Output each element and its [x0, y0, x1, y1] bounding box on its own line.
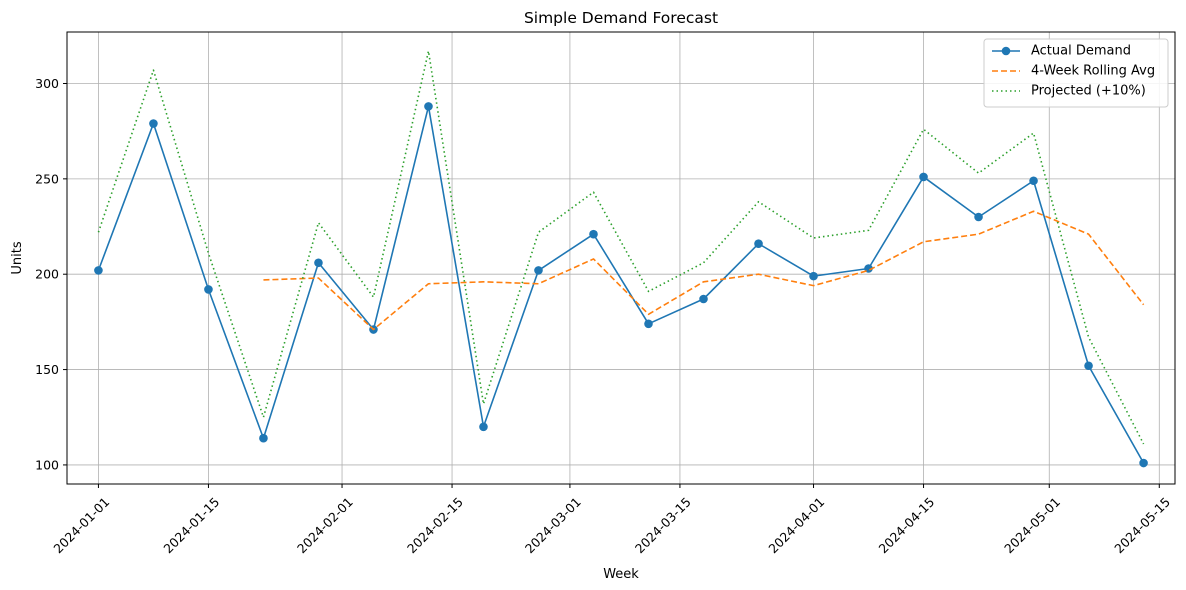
y-tick-label: 200	[35, 267, 59, 282]
grid-lines	[67, 32, 1175, 484]
x-tick-label: 2024-05-01	[1001, 494, 1063, 556]
data-point	[424, 102, 433, 111]
data-point	[259, 433, 268, 443]
plot-frame	[66, 31, 1176, 485]
data-point	[974, 212, 983, 222]
data-point	[809, 271, 818, 281]
data-point	[479, 422, 488, 432]
data-point	[94, 266, 103, 275]
y-tick-label: 250	[35, 171, 59, 186]
data-point	[314, 258, 323, 268]
x-tick-label: 2024-04-15	[875, 494, 937, 556]
series-layer	[94, 50, 1148, 468]
legend-box	[983, 38, 1169, 108]
x-tick-label: 2024-02-15	[404, 494, 466, 556]
y-tick-label: 100	[35, 457, 59, 472]
data-point	[1139, 458, 1148, 468]
y-axis-title: Units	[10, 241, 25, 274]
data-point	[754, 239, 763, 248]
legend-label: 4-Week Rolling Avg	[1031, 64, 1155, 79]
y-tick-label: 150	[35, 362, 59, 377]
legend-label: Projected (+10%)	[1031, 84, 1146, 99]
legend: Actual Demand 4-Week Rolling Avg Projected…	[983, 38, 1169, 108]
x-tick-label: 2024-04-01	[765, 494, 827, 556]
data-point	[534, 266, 543, 275]
data-point	[1084, 361, 1093, 371]
legend-label: Actual Demand	[1031, 44, 1131, 59]
data-point	[699, 294, 708, 304]
data-point	[1029, 176, 1038, 186]
x-tick-label: 2024-05-15	[1111, 494, 1173, 556]
x-tick-label: 2024-03-15	[632, 494, 694, 556]
x-tick-label: 2024-03-01	[522, 494, 584, 556]
y-tick-label: 300	[35, 76, 59, 91]
legend-marker	[1001, 46, 1011, 56]
data-point	[204, 285, 213, 294]
data-point	[644, 319, 653, 329]
data-point	[149, 119, 158, 128]
data-point	[589, 229, 598, 239]
x-tick-label: 2024-02-01	[294, 494, 356, 556]
series-line-1	[263, 210, 1145, 331]
x-tick-label: 2024-01-01	[50, 494, 112, 556]
x-tick-label: 2024-01-15	[160, 494, 222, 556]
series-line-2	[97, 50, 1145, 445]
chart-title: Simple Demand Forecast	[524, 9, 718, 27]
x-axis-title: Week	[603, 567, 639, 582]
series-line-0	[97, 105, 1145, 464]
data-point	[919, 172, 928, 182]
